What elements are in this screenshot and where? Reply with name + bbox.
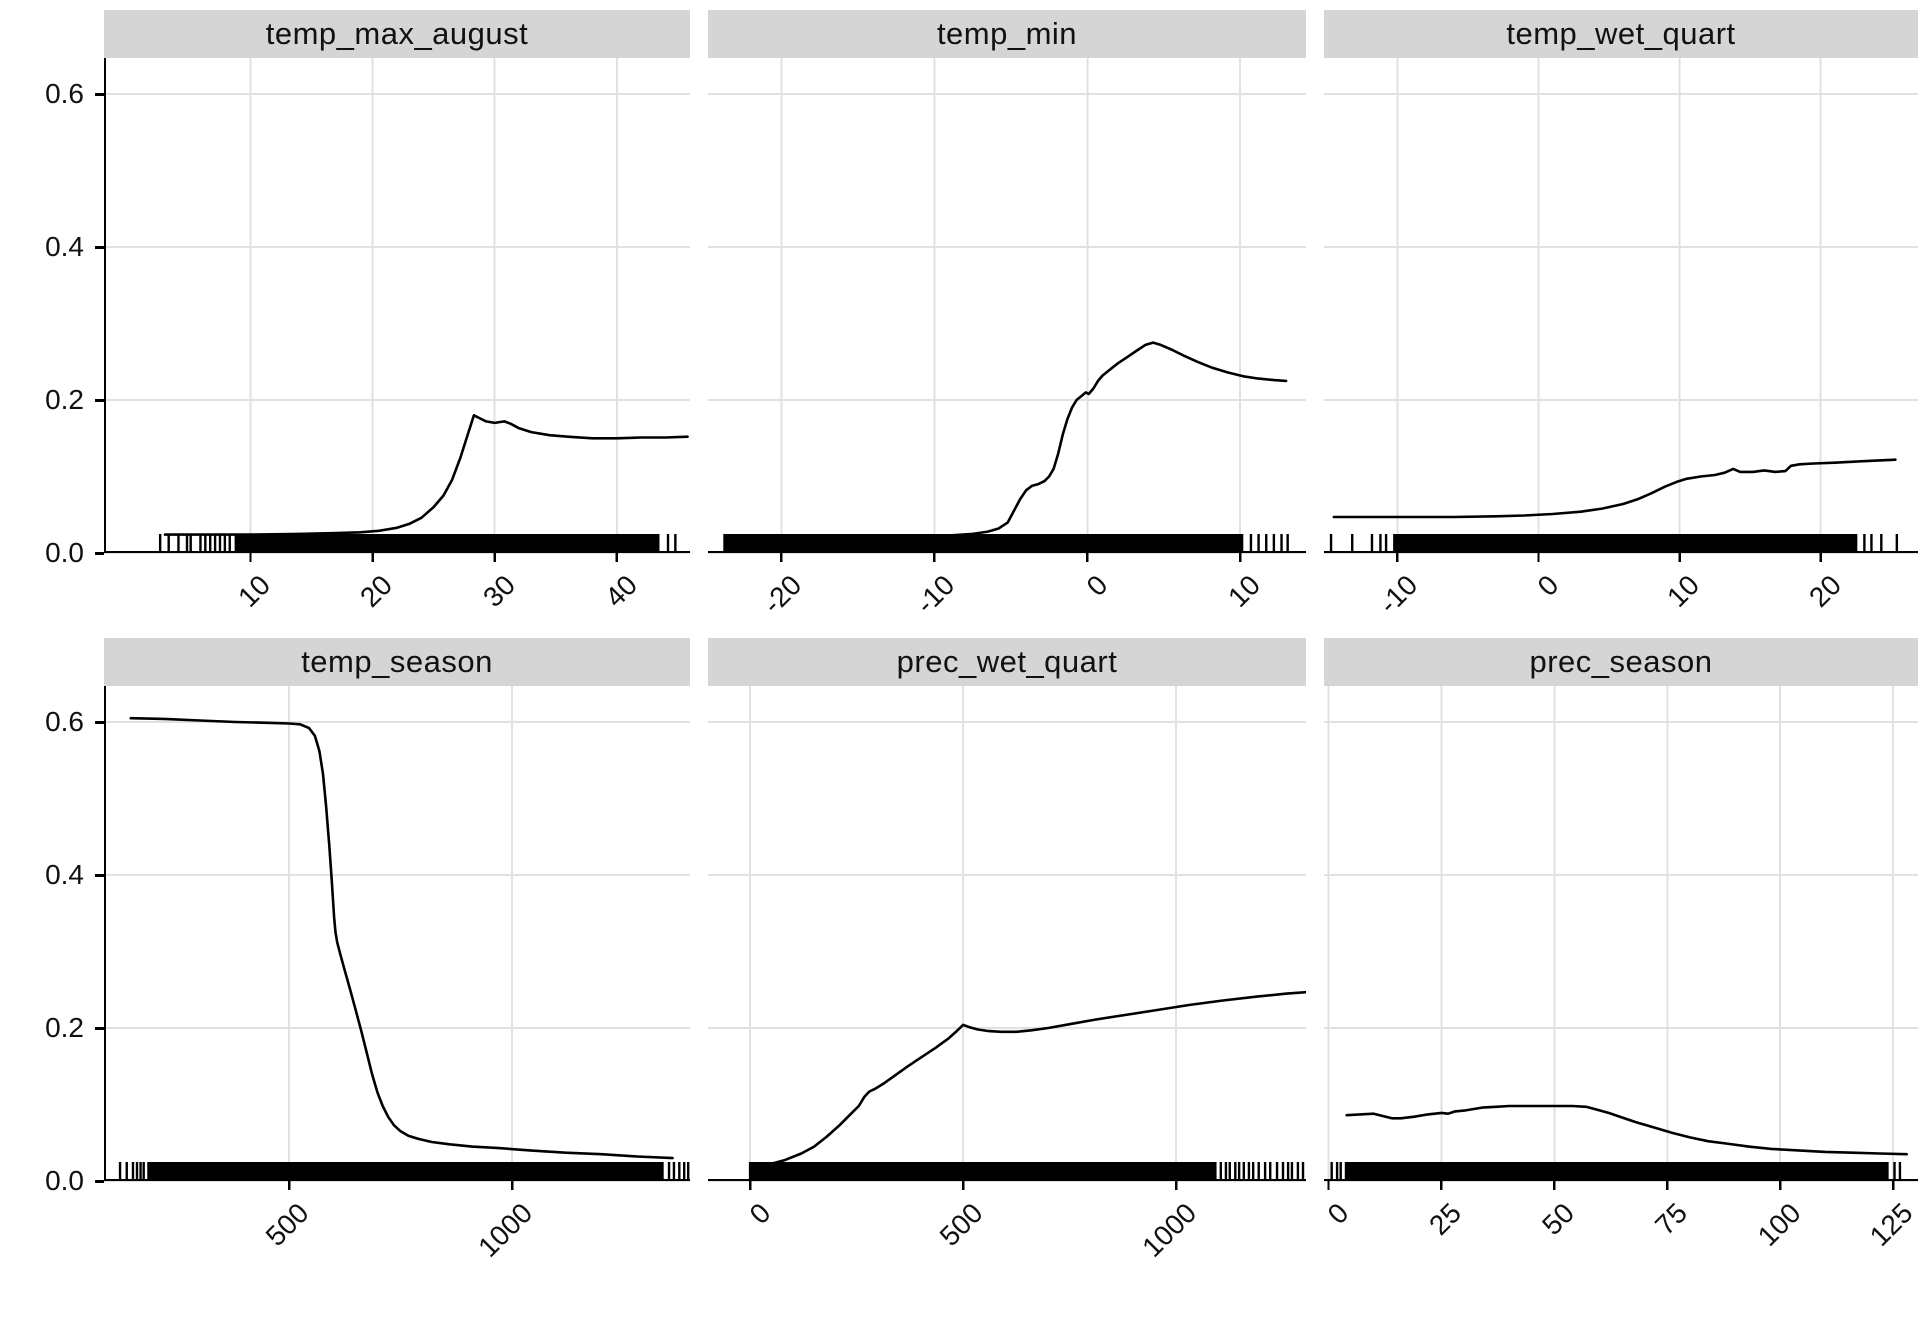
x-axis-tick-label: 1000: [472, 1197, 538, 1263]
facet-strip-temp_season: temp_season: [104, 638, 690, 686]
x-axis-tick-label: 0: [1321, 1197, 1355, 1230]
y-axis-tick-mark: [95, 245, 104, 249]
x-axis-tick-label: 0: [1531, 569, 1565, 602]
x-axis-tick-label: 1000: [1136, 1197, 1203, 1263]
x-axis-tick-label: 50: [1536, 1197, 1581, 1241]
y-axis-tick-mark: [95, 551, 104, 555]
facet-strip-temp_max_august: temp_max_august: [104, 10, 690, 58]
density-curve: [1332, 458, 1897, 519]
y-axis-tick-mark: [95, 398, 104, 402]
rug-marks: [723, 534, 1289, 553]
x-axis-tick-label: 0: [1080, 569, 1114, 602]
y-axis-tick-label: 0.4: [45, 231, 84, 262]
facet-strip-label: temp_min: [936, 16, 1078, 51]
facet-strip-label: prec_wet_quart: [896, 644, 1118, 679]
facet-strip-label: temp_max_august: [265, 16, 529, 51]
x-axis-tick-label: 500: [260, 1197, 315, 1252]
x-axis-tick-label: 100: [1751, 1197, 1807, 1252]
facet-strip-label: prec_season: [1529, 644, 1713, 679]
y-axis-tick-mark: [95, 92, 104, 96]
x-axis-tick-label: -20: [756, 569, 808, 620]
facet-strip-prec_season: prec_season: [1324, 638, 1918, 686]
density-curve: [748, 990, 1306, 1169]
x-axis-tick-label: 20: [354, 569, 399, 613]
rug-marks: [158, 534, 677, 553]
y-axis-tick-label: 0.4: [45, 859, 84, 890]
density-curve: [1345, 1104, 1909, 1156]
facet-panel-prec_wet_quart: [708, 686, 1306, 1190]
x-axis-tick-label: 10: [1222, 569, 1267, 613]
x-axis-tick-label: 10: [232, 569, 277, 613]
rug-marks: [1329, 534, 1899, 553]
density-curve: [734, 341, 1288, 541]
facet-strip-prec_wet_quart: prec_wet_quart: [708, 638, 1306, 686]
x-axis-tick-label: 0: [743, 1197, 777, 1230]
y-axis-tick-mark: [95, 1026, 104, 1030]
facet-panel-temp_min: [708, 58, 1306, 562]
rug-marks: [1330, 1162, 1902, 1181]
x-axis-tick-label: 25: [1423, 1197, 1468, 1241]
facet-panel-temp_season: [104, 686, 690, 1190]
y-axis-tick-label: 0.2: [45, 1012, 84, 1043]
y-axis-tick-label: 0.6: [45, 78, 84, 109]
x-axis-tick-label: 75: [1649, 1197, 1694, 1241]
x-axis-tick-label: 10: [1661, 569, 1706, 613]
rug-marks: [748, 1162, 1305, 1181]
facet-strip-label: temp_season: [301, 644, 493, 679]
density-curve: [163, 413, 689, 536]
x-axis-tick-label: -10: [909, 569, 961, 620]
y-axis-tick-label: 0.0: [45, 537, 84, 568]
density-curve: [129, 716, 674, 1160]
facet-strip-temp_min: temp_min: [708, 10, 1306, 58]
x-axis-tick-label: 20: [1802, 569, 1847, 613]
y-axis-tick-mark: [95, 873, 104, 877]
facet-strip-label: temp_wet_quart: [1506, 16, 1736, 51]
rug-marks: [118, 1162, 690, 1181]
y-axis-tick-mark: [95, 1179, 104, 1183]
x-axis-tick-label: 125: [1864, 1197, 1920, 1252]
x-axis-tick-label: 40: [598, 569, 643, 613]
y-axis-tick-label: 0.6: [45, 706, 84, 737]
facet-panel-temp_wet_quart: [1324, 58, 1918, 562]
x-axis-tick-label: -10: [1372, 569, 1424, 620]
y-axis-tick-label: 0.0: [45, 1165, 84, 1196]
facet-panel-temp_max_august: [104, 58, 690, 562]
y-axis-tick-label: 0.2: [45, 384, 84, 415]
x-axis-tick-label: 30: [476, 569, 521, 613]
facet-strip-temp_wet_quart: temp_wet_quart: [1324, 10, 1918, 58]
y-axis-tick-mark: [95, 720, 104, 724]
x-axis-tick-label: 500: [934, 1197, 990, 1252]
facet-panel-prec_season: [1324, 686, 1918, 1190]
